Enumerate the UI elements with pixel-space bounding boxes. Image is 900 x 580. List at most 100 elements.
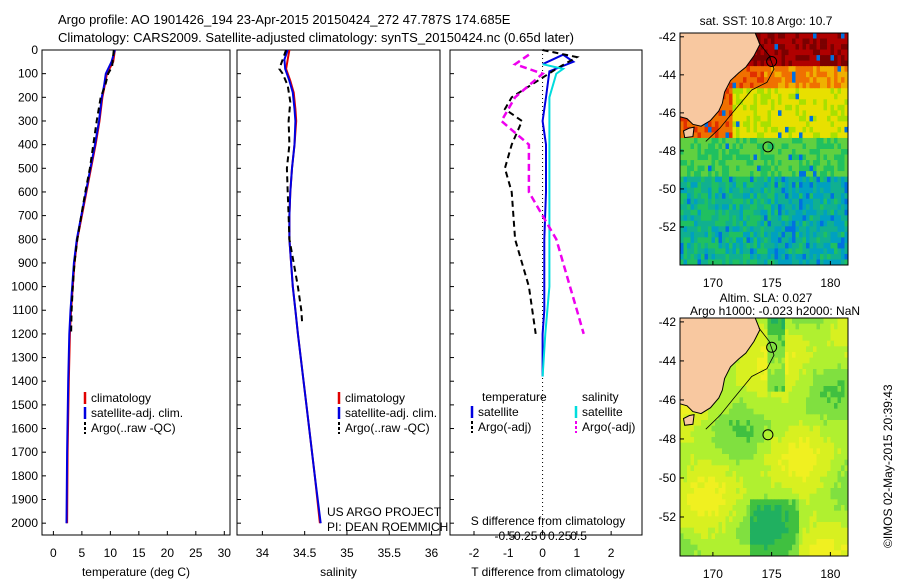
heatmap-cell xyxy=(792,149,796,155)
heatmap-cell xyxy=(802,499,807,506)
heatmap-cell xyxy=(697,248,702,255)
heatmap-cell xyxy=(704,231,709,238)
heatmap-cell xyxy=(680,465,684,472)
legend-label: satellite xyxy=(478,405,519,419)
heatmap-cell xyxy=(788,329,793,336)
heatmap-cell xyxy=(799,544,803,551)
heatmap-cell xyxy=(813,82,817,89)
heatmap-cell xyxy=(750,154,754,161)
heatmap-cell xyxy=(795,420,800,427)
heatmap-cell xyxy=(816,60,821,67)
heatmap-cell xyxy=(690,253,695,260)
heatmap-cell xyxy=(711,149,716,155)
heatmap-cell xyxy=(820,391,824,398)
heatmap-cell xyxy=(799,323,803,330)
heatmap-cell xyxy=(760,237,765,244)
heatmap-cell xyxy=(718,253,723,260)
heatmap-cell xyxy=(725,374,730,381)
heatmap-cell xyxy=(718,493,723,500)
heatmap-cell xyxy=(694,414,698,421)
heatmap-cell xyxy=(806,187,810,194)
heatmap-cell xyxy=(753,209,758,216)
heatmap-cell xyxy=(729,465,733,472)
heatmap-cell xyxy=(718,149,723,155)
heatmap-cell xyxy=(718,454,723,461)
heatmap-cell xyxy=(802,459,807,466)
heatmap-cell xyxy=(771,510,775,517)
heatmap-cell xyxy=(757,226,761,233)
heatmap-cell xyxy=(830,165,835,172)
heatmap-cell xyxy=(806,550,810,557)
heatmap-cell xyxy=(739,516,744,523)
heatmap-cell xyxy=(760,187,765,194)
heatmap-cell xyxy=(841,237,845,244)
heatmap-cell xyxy=(750,431,754,438)
heatmap-cell xyxy=(813,408,817,415)
heatmap-cell xyxy=(834,215,838,222)
heatmap-cell xyxy=(785,454,789,461)
heatmap-cell xyxy=(834,363,838,370)
heatmap-cell xyxy=(746,539,751,546)
y-tick-label: 2000 xyxy=(11,516,38,530)
heatmap-cell xyxy=(774,403,779,410)
heatmap-cell xyxy=(697,187,702,194)
heatmap-cell xyxy=(729,231,733,238)
heatmap-cell xyxy=(736,149,740,155)
heatmap-cell xyxy=(760,71,765,78)
heatmap-cell xyxy=(781,132,786,139)
heatmap-cell xyxy=(820,340,824,347)
heatmap-cell xyxy=(739,527,744,534)
heatmap-cell xyxy=(841,505,845,512)
heatmap-cell xyxy=(694,154,698,161)
heatmap-cell xyxy=(722,454,726,461)
heatmap-cell xyxy=(795,231,800,238)
heatmap-cell xyxy=(750,60,754,67)
heatmap-cell xyxy=(680,471,684,478)
heatmap-cell xyxy=(701,465,705,472)
heatmap-cell xyxy=(799,420,803,427)
x-tick-label-salinity: -0.25 xyxy=(510,529,538,543)
heatmap-cell xyxy=(816,454,821,461)
heatmap-cell xyxy=(788,323,793,330)
heatmap-cell xyxy=(732,539,737,546)
heatmap-cell xyxy=(781,60,786,67)
heatmap-cell xyxy=(778,38,782,45)
heatmap-cell xyxy=(799,99,803,106)
heatmap-cell xyxy=(788,363,793,370)
heatmap-cell xyxy=(764,160,768,166)
heatmap-cell xyxy=(739,143,744,150)
heatmap-cell xyxy=(774,49,779,56)
heatmap-cell xyxy=(788,215,793,222)
heatmap-cell xyxy=(701,149,705,155)
heatmap-cell xyxy=(701,550,705,557)
heatmap-cell xyxy=(792,346,796,353)
heatmap-cell xyxy=(694,237,698,244)
heatmap-cell xyxy=(704,414,709,421)
heatmap-cell xyxy=(820,110,824,117)
heatmap-cell xyxy=(687,539,691,546)
heatmap-cell xyxy=(739,88,744,95)
heatmap-cell xyxy=(781,77,786,84)
heatmap-cell xyxy=(753,357,758,364)
heatmap-cell xyxy=(774,66,779,73)
heatmap-cell xyxy=(687,437,691,444)
heatmap-cell xyxy=(802,171,807,178)
heatmap-cell xyxy=(802,471,807,478)
heatmap-cell xyxy=(767,49,772,56)
heatmap-cell xyxy=(750,414,754,421)
heatmap-cell xyxy=(757,465,761,472)
heatmap-cell xyxy=(767,533,772,540)
heatmap-cell xyxy=(806,60,810,67)
heatmap-cell xyxy=(704,215,709,222)
heatmap-cell xyxy=(715,259,719,266)
heatmap-cell xyxy=(806,499,810,506)
heatmap-cell xyxy=(778,259,782,266)
heatmap-cell xyxy=(715,176,719,183)
heatmap-cell xyxy=(736,237,740,244)
heatmap-cell xyxy=(750,187,754,194)
heatmap-cell xyxy=(718,437,723,444)
heatmap-cell xyxy=(809,323,814,330)
x-tick-label: 35.5 xyxy=(378,546,402,560)
heatmap-cell xyxy=(757,49,761,56)
heatmap-cell xyxy=(806,493,810,500)
